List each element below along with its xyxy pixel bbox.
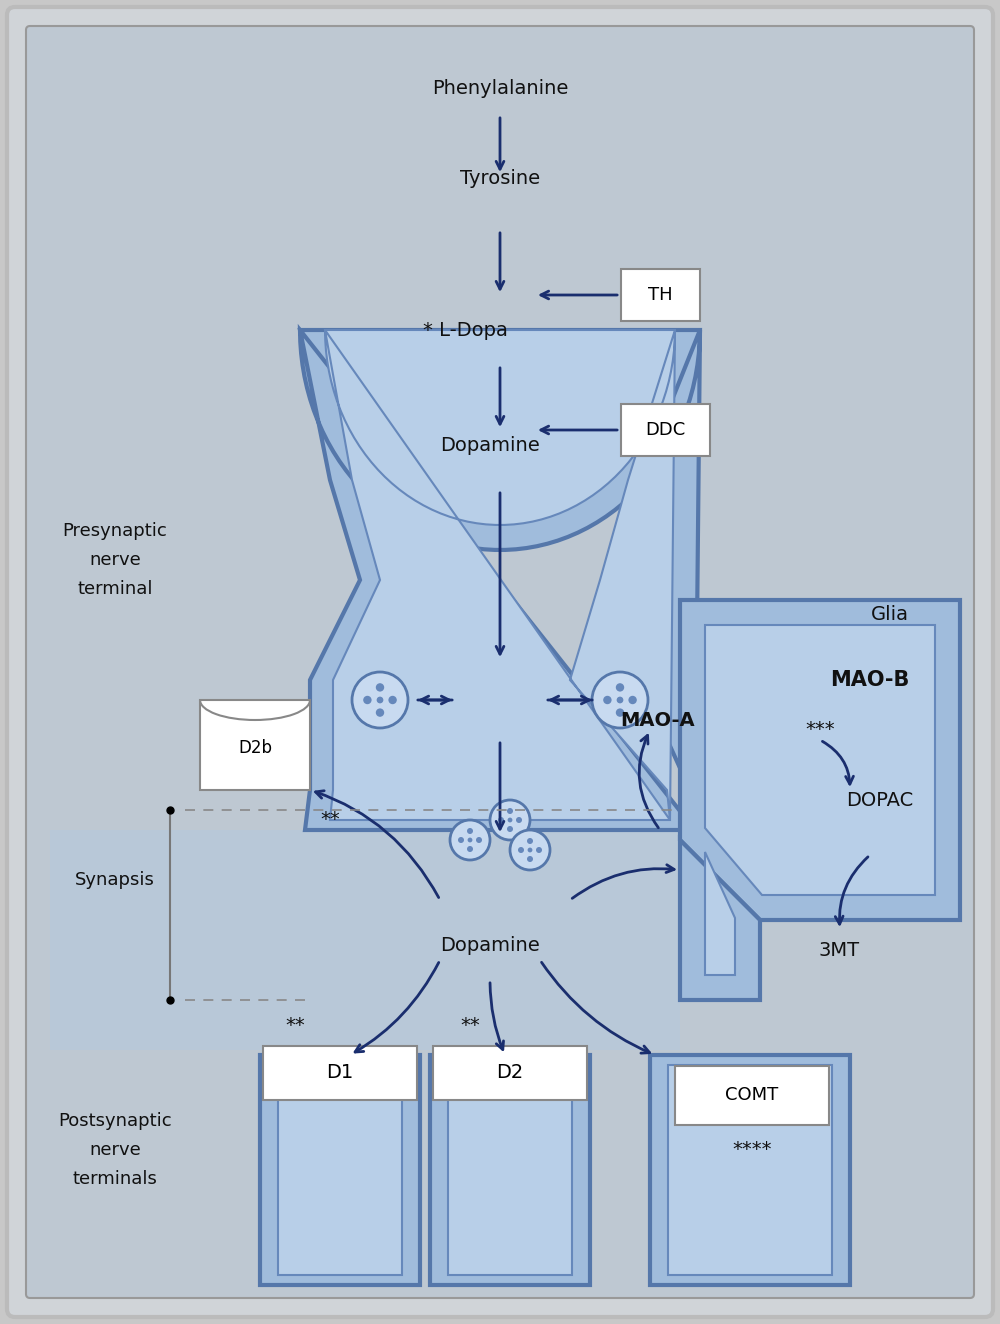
Text: Postsynaptic
nerve
terminals: Postsynaptic nerve terminals [58, 1112, 172, 1188]
Circle shape [617, 696, 623, 703]
Circle shape [376, 708, 384, 716]
Text: D1: D1 [326, 1063, 354, 1083]
Text: COMT: COMT [725, 1086, 779, 1104]
Circle shape [376, 683, 384, 691]
Circle shape [507, 826, 513, 831]
Circle shape [352, 673, 408, 728]
Text: DOPAC: DOPAC [846, 790, 914, 809]
Text: ***: *** [805, 720, 835, 740]
Circle shape [468, 838, 472, 842]
Text: 3MT: 3MT [819, 940, 860, 960]
Polygon shape [668, 1064, 832, 1275]
Text: MAO-A: MAO-A [620, 711, 695, 730]
Circle shape [527, 857, 533, 862]
Circle shape [518, 847, 524, 853]
Circle shape [628, 696, 637, 704]
Polygon shape [680, 600, 960, 920]
Polygon shape [200, 700, 310, 790]
FancyBboxPatch shape [620, 404, 710, 455]
Polygon shape [50, 830, 695, 1050]
Circle shape [508, 818, 512, 822]
Circle shape [490, 800, 530, 839]
Text: DDC: DDC [645, 421, 685, 440]
Circle shape [536, 847, 542, 853]
Text: **: ** [285, 1016, 305, 1034]
Polygon shape [705, 853, 735, 974]
Text: Tyrosine: Tyrosine [460, 169, 540, 188]
Circle shape [510, 830, 550, 870]
Text: Dopamine: Dopamine [440, 936, 540, 955]
Circle shape [363, 696, 372, 704]
Polygon shape [680, 839, 760, 1000]
Text: Presynaptic
nerve
terminal: Presynaptic nerve terminal [63, 522, 167, 598]
Polygon shape [260, 1055, 420, 1286]
Circle shape [467, 828, 473, 834]
FancyBboxPatch shape [263, 1046, 417, 1100]
Text: D2b: D2b [238, 739, 272, 757]
FancyBboxPatch shape [675, 1066, 829, 1124]
Polygon shape [705, 625, 935, 895]
Circle shape [592, 673, 648, 728]
Text: ****: **** [732, 1140, 772, 1160]
Polygon shape [278, 1061, 402, 1275]
Circle shape [616, 683, 624, 691]
Polygon shape [325, 330, 675, 820]
FancyBboxPatch shape [433, 1046, 587, 1100]
Circle shape [528, 847, 532, 853]
Circle shape [450, 820, 490, 861]
Circle shape [498, 817, 504, 824]
FancyBboxPatch shape [26, 26, 974, 1298]
Text: Dopamine: Dopamine [440, 436, 540, 455]
Polygon shape [300, 330, 700, 830]
Text: MAO-B: MAO-B [830, 670, 910, 690]
Text: D2: D2 [496, 1063, 524, 1083]
Circle shape [603, 696, 612, 704]
Text: Glia: Glia [871, 605, 909, 625]
Circle shape [616, 708, 624, 716]
Polygon shape [650, 1055, 850, 1286]
Circle shape [476, 837, 482, 843]
Circle shape [516, 817, 522, 824]
Circle shape [458, 837, 464, 843]
Polygon shape [448, 1061, 572, 1275]
Text: **: ** [460, 1016, 480, 1034]
Polygon shape [430, 1055, 590, 1286]
Circle shape [507, 808, 513, 814]
Text: Phenylalanine: Phenylalanine [432, 79, 568, 98]
Circle shape [388, 696, 397, 704]
Text: **: ** [320, 810, 340, 830]
Circle shape [527, 838, 533, 843]
Text: * L-Dopa: * L-Dopa [423, 320, 507, 340]
Circle shape [377, 696, 383, 703]
FancyBboxPatch shape [7, 7, 993, 1317]
FancyBboxPatch shape [620, 269, 700, 320]
Text: Synapsis: Synapsis [75, 871, 155, 888]
Circle shape [467, 846, 473, 853]
Text: TH: TH [648, 286, 672, 305]
